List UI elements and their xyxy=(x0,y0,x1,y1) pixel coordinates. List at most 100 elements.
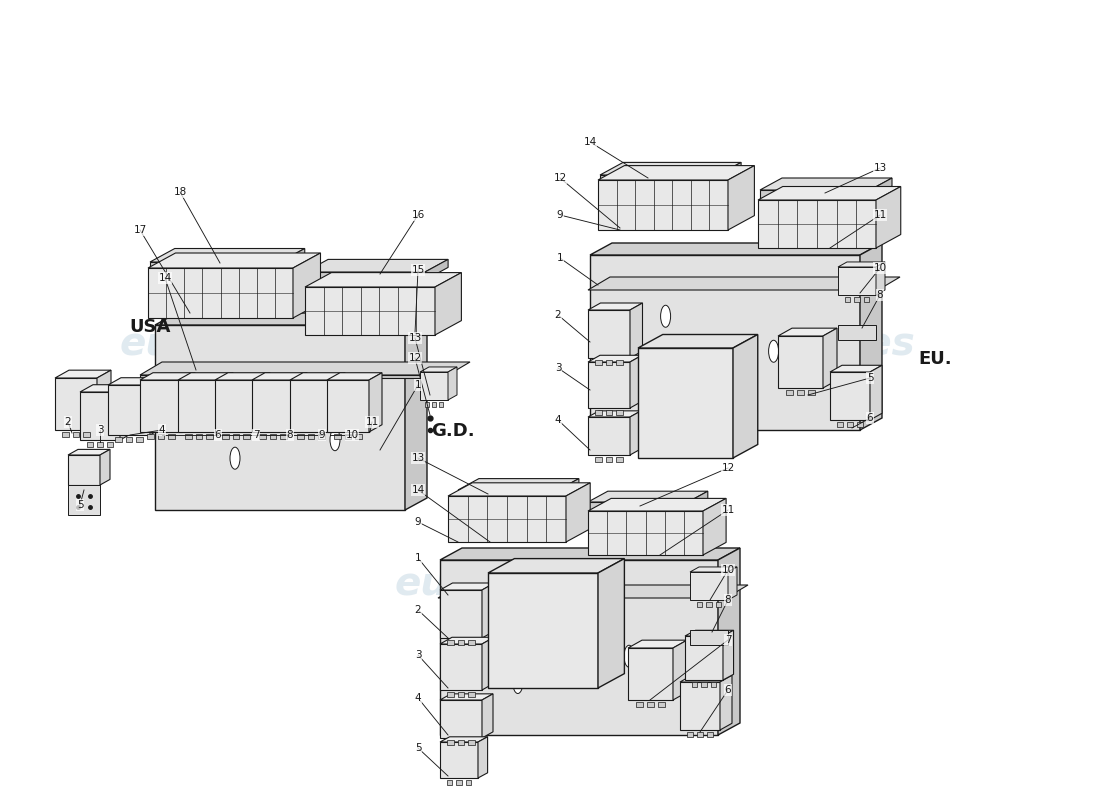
Polygon shape xyxy=(108,385,150,435)
Polygon shape xyxy=(290,373,345,380)
Polygon shape xyxy=(558,478,579,498)
Text: eurospares: eurospares xyxy=(119,325,365,363)
Text: 16: 16 xyxy=(411,210,425,220)
Polygon shape xyxy=(150,249,305,262)
Polygon shape xyxy=(600,175,718,183)
Polygon shape xyxy=(718,548,740,735)
Text: 2: 2 xyxy=(65,417,72,427)
Polygon shape xyxy=(405,313,427,510)
Polygon shape xyxy=(458,490,558,498)
Polygon shape xyxy=(150,262,280,270)
Polygon shape xyxy=(148,253,320,268)
Polygon shape xyxy=(140,373,195,380)
Polygon shape xyxy=(97,370,111,430)
Ellipse shape xyxy=(661,366,671,389)
Bar xyxy=(697,732,703,737)
Bar xyxy=(692,682,697,687)
Polygon shape xyxy=(588,511,703,555)
Polygon shape xyxy=(434,273,461,335)
Polygon shape xyxy=(482,694,493,738)
Polygon shape xyxy=(482,583,495,638)
Text: 10: 10 xyxy=(722,565,735,575)
Polygon shape xyxy=(108,378,163,385)
Polygon shape xyxy=(178,373,233,380)
Text: 14: 14 xyxy=(411,485,425,495)
Polygon shape xyxy=(673,640,688,700)
Bar xyxy=(207,434,212,439)
Polygon shape xyxy=(588,498,726,511)
Polygon shape xyxy=(588,310,630,358)
Polygon shape xyxy=(638,334,758,348)
Polygon shape xyxy=(823,328,837,388)
Bar xyxy=(857,422,864,427)
Polygon shape xyxy=(305,259,448,272)
Polygon shape xyxy=(294,373,307,432)
Polygon shape xyxy=(252,380,294,432)
Bar xyxy=(616,457,623,462)
Text: 12: 12 xyxy=(408,353,421,363)
Text: 8: 8 xyxy=(287,430,294,440)
Polygon shape xyxy=(438,585,748,598)
Bar xyxy=(447,780,452,785)
Text: 10: 10 xyxy=(873,263,887,273)
Bar xyxy=(89,487,95,492)
Bar xyxy=(97,442,103,447)
Polygon shape xyxy=(425,259,448,280)
Polygon shape xyxy=(68,450,110,455)
Bar xyxy=(318,434,324,439)
Polygon shape xyxy=(182,373,195,432)
Bar xyxy=(74,487,78,492)
Polygon shape xyxy=(327,380,368,432)
Text: 13: 13 xyxy=(411,453,425,463)
Polygon shape xyxy=(68,485,100,515)
Polygon shape xyxy=(440,694,493,700)
Text: 7: 7 xyxy=(253,430,260,440)
Polygon shape xyxy=(55,370,111,378)
Bar xyxy=(595,360,602,365)
Polygon shape xyxy=(448,496,566,542)
Text: EU.: EU. xyxy=(918,350,953,368)
Text: USA: USA xyxy=(130,318,172,336)
Bar xyxy=(84,432,89,437)
Polygon shape xyxy=(327,373,382,380)
Text: 9: 9 xyxy=(557,210,563,220)
Polygon shape xyxy=(80,385,133,392)
Text: 14: 14 xyxy=(583,137,596,147)
Polygon shape xyxy=(733,334,758,458)
Bar xyxy=(425,402,429,407)
Ellipse shape xyxy=(513,671,522,694)
Text: eurospares: eurospares xyxy=(669,325,915,363)
Bar xyxy=(439,402,443,407)
Bar xyxy=(270,434,276,439)
Bar xyxy=(837,422,843,427)
Ellipse shape xyxy=(769,340,779,362)
Polygon shape xyxy=(440,742,478,778)
Text: 18: 18 xyxy=(174,187,187,197)
Polygon shape xyxy=(628,648,673,700)
Text: 3: 3 xyxy=(97,425,103,435)
Bar xyxy=(116,437,122,442)
Polygon shape xyxy=(290,380,332,432)
Bar xyxy=(125,437,132,442)
Polygon shape xyxy=(440,590,482,638)
Polygon shape xyxy=(440,644,482,690)
Bar xyxy=(798,390,804,395)
Bar xyxy=(606,410,612,415)
Text: 1: 1 xyxy=(415,553,421,563)
Polygon shape xyxy=(830,372,870,420)
Polygon shape xyxy=(252,373,307,380)
Bar xyxy=(469,692,475,697)
Polygon shape xyxy=(280,249,305,270)
Bar xyxy=(158,434,164,439)
Polygon shape xyxy=(830,366,882,372)
Polygon shape xyxy=(630,355,642,408)
Polygon shape xyxy=(140,362,470,375)
Polygon shape xyxy=(685,630,734,636)
Polygon shape xyxy=(838,262,886,267)
Bar xyxy=(73,432,79,437)
Ellipse shape xyxy=(624,646,634,667)
Text: 5: 5 xyxy=(867,373,873,383)
Polygon shape xyxy=(876,186,901,248)
Bar xyxy=(136,437,143,442)
Text: eurospares: eurospares xyxy=(394,565,640,603)
